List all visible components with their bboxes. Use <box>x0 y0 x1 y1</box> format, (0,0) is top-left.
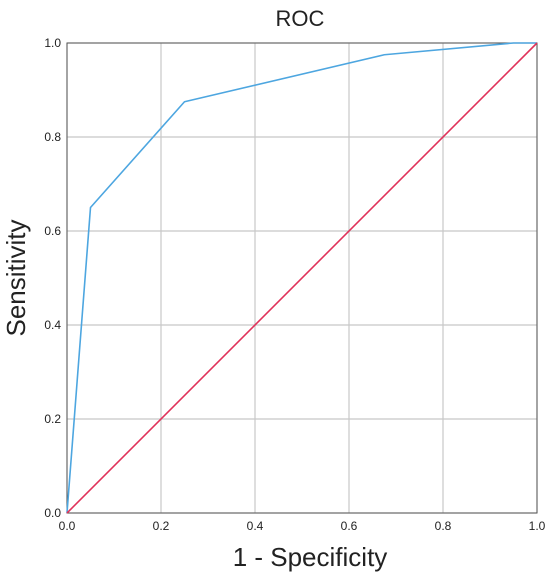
tick-labels: 0.0 0.2 0.4 0.6 0.8 1.0 0.0 0.2 0.4 0.6 0.8 1.0 <box>44 36 545 533</box>
x-tick-label: 0.0 <box>59 519 76 533</box>
x-tick-label: 0.4 <box>247 519 264 533</box>
y-axis-title: Sensitivity <box>1 219 31 336</box>
reference-diagonal-line <box>66 42 538 514</box>
x-tick-label: 0.2 <box>153 519 170 533</box>
x-tick-label: 0.8 <box>435 519 452 533</box>
y-tick-label: 0.8 <box>44 130 61 144</box>
x-axis-title: 1 - Specificity <box>233 542 388 572</box>
roc-curve-line <box>66 42 537 514</box>
y-tick-label: 0.4 <box>44 318 61 332</box>
x-tick-label: 1.0 <box>529 519 546 533</box>
y-tick-label: 0.0 <box>44 506 61 520</box>
y-tick-label: 0.6 <box>44 224 61 238</box>
chart-title: ROC <box>276 6 325 31</box>
y-tick-label: 1.0 <box>44 36 61 50</box>
plot-frame <box>66 42 538 514</box>
x-tick-label: 0.6 <box>341 519 358 533</box>
series-layer <box>66 42 538 514</box>
y-tick-label: 0.2 <box>44 412 61 426</box>
